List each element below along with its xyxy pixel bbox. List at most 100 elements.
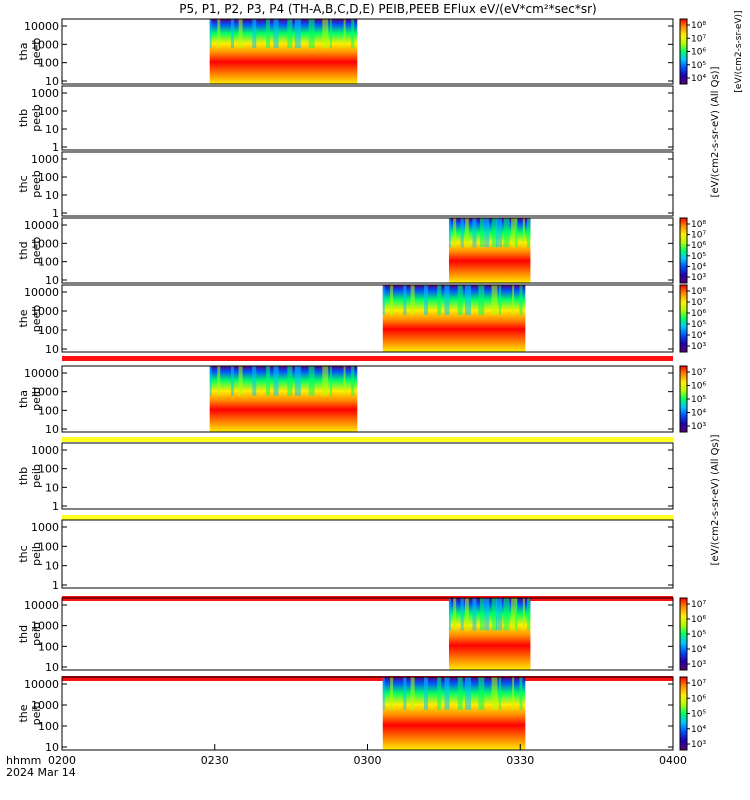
panel-label-probe: the	[17, 309, 30, 327]
colorbar-tick-label: 10³	[691, 660, 706, 670]
y-tick-label: 1000	[31, 153, 59, 166]
spectrogram-streak	[503, 598, 510, 631]
colorbar-tick-label: 10⁷	[691, 231, 706, 241]
spectrogram-streak	[273, 19, 279, 49]
spectrogram-streak	[478, 285, 485, 316]
spectrogram-streak	[453, 598, 457, 631]
colorbar-tick-label: 10⁷	[691, 368, 706, 378]
spectrogram-block	[382, 285, 526, 352]
panel-label-instrument: peib	[30, 622, 43, 646]
spectrogram-streak	[265, 19, 270, 49]
panel-frame	[61, 284, 674, 353]
spectrogram-streak	[453, 218, 457, 248]
y-tick-label: 100	[38, 463, 59, 476]
colorbar-tick-label: 10⁷	[691, 600, 706, 610]
y-tick-label: 1	[52, 579, 59, 592]
spectrogram-streak	[519, 677, 523, 710]
spectrogram-streak	[410, 677, 415, 710]
x-tick-label: 0230	[201, 754, 229, 767]
panel-frame	[61, 519, 674, 589]
spectrogram-streak	[480, 598, 485, 631]
y-tick-label: 1	[52, 141, 59, 154]
panel-label-probe: tha	[17, 42, 30, 60]
spectrogram-streak	[351, 366, 355, 396]
spectrogram-streak	[460, 598, 464, 631]
colorbar-tick-label: 10³	[691, 273, 706, 283]
spectrogram-streak	[480, 218, 485, 248]
spectrogram-streak	[457, 285, 463, 316]
panel-label-instrument: peeb	[30, 38, 43, 66]
panel-frame	[61, 597, 674, 671]
spectrogram-streak	[472, 598, 477, 631]
spectrogram-streak	[527, 218, 531, 248]
spectrogram-streak	[209, 366, 212, 396]
spectrogram-streak	[423, 285, 428, 316]
colorbar-tick-label: 10⁵	[691, 61, 706, 71]
spectrogram-streak	[498, 677, 501, 710]
colorbar-tick-label: 10³	[691, 422, 706, 432]
x-axis: hhmm 2024 Mar 14 0200 0230 0300 0330 0400	[6, 744, 687, 779]
spectrogram-streak	[273, 366, 279, 396]
spectrogram-streak	[410, 285, 415, 316]
colorbar-tick-label: 10⁶	[691, 694, 706, 704]
channel-indicator-strip	[62, 437, 673, 442]
colorbar-tick-label: 10⁵	[691, 395, 706, 405]
y-tick-label: 10	[45, 189, 59, 202]
spectrogram-streak	[465, 285, 472, 316]
spectrogram-streak	[465, 677, 472, 710]
channel-indicator-strip	[62, 356, 673, 361]
colorbar-tick-label: 10⁶	[691, 615, 706, 625]
colorbar-unit-label-peeb: [eV/(cm2-s-sr-eV) (All Qs)]	[710, 66, 721, 197]
y-tick-label: 100	[38, 540, 59, 553]
spectrogram-streak	[515, 218, 518, 248]
y-tick-label: 10	[45, 661, 59, 674]
spectrogram-streak	[287, 366, 293, 396]
colorbar-tick-label: 10⁶	[691, 309, 706, 319]
colorbar-tick-label: 10⁸	[691, 287, 706, 297]
spectrogram-streak	[230, 366, 234, 396]
colorbar-tick-label: 10⁵	[691, 252, 706, 262]
spectrogram-streak	[522, 598, 525, 631]
colorbar-tick-label: 10⁶	[691, 382, 706, 392]
channel-indicator-strip	[62, 676, 673, 681]
y-tick-label: 100	[38, 404, 59, 417]
colorbar-tick-label: 10⁴	[691, 331, 706, 341]
spectrogram-streak	[527, 598, 531, 631]
spectrogram-streak	[448, 218, 451, 248]
panel-label-probe: thd	[17, 625, 30, 643]
y-tick-label: 10000	[24, 219, 59, 232]
spectrogram-block	[209, 366, 358, 432]
y-tick-label: 1	[52, 500, 59, 513]
spectrogram-streak	[444, 677, 450, 710]
y-tick-label: 1000	[31, 444, 59, 457]
spectrogram-streak	[437, 285, 442, 316]
panel-label-instrument: peib	[30, 702, 43, 726]
spectrogram-streak	[238, 19, 243, 49]
spectrogram-streak	[351, 19, 355, 49]
spectrogram-streak	[322, 19, 329, 49]
x-axis-label-line2: 2024 Mar 14	[6, 766, 76, 779]
spectrogram-streak	[457, 677, 463, 710]
x-tick-label: 0300	[354, 754, 382, 767]
panel-frame	[61, 217, 674, 284]
spectrogram-streak	[444, 285, 450, 316]
y-tick-label: 1000	[31, 237, 59, 250]
panel-label-instrument: peeb	[30, 170, 43, 198]
y-tick-label: 1	[52, 207, 59, 220]
y-tick-label: 1000	[31, 620, 59, 633]
y-tick-label: 10000	[24, 678, 59, 691]
spectrogram-streak	[382, 285, 385, 316]
spectrogram-streak	[230, 19, 234, 49]
colorbar-tick-label: 10⁶	[691, 241, 706, 251]
colorbar-tick-label: 10⁷	[691, 679, 706, 689]
colorbar-unit-label-peib: [eV/(cm2-s-sr-eV) (All Qs)]	[710, 434, 721, 565]
y-tick-label: 10	[45, 560, 59, 573]
panel-frame	[61, 18, 674, 85]
spectrogram-streak	[472, 218, 477, 248]
spectrogram-streak	[403, 285, 407, 316]
colorbar	[679, 217, 688, 284]
x-tick-label: 0330	[506, 754, 534, 767]
colorbar	[679, 18, 688, 85]
panel-label-probe: thb	[17, 467, 30, 485]
